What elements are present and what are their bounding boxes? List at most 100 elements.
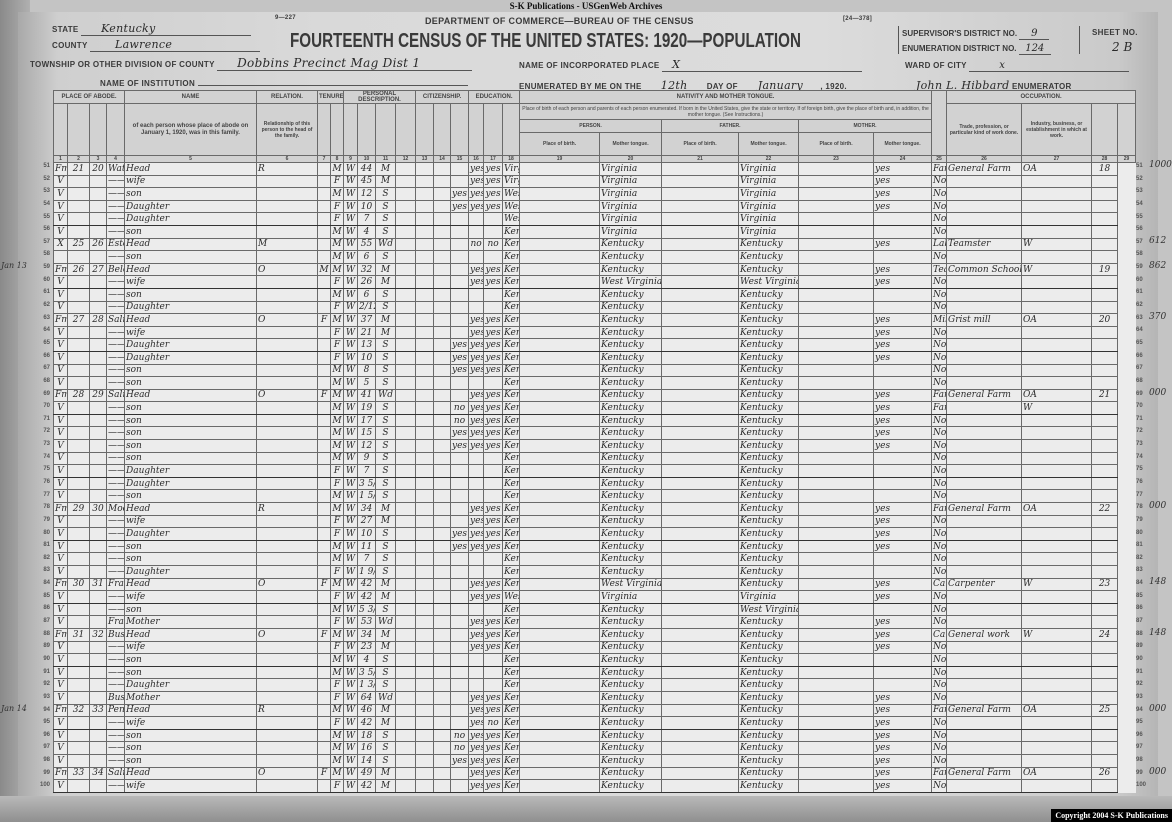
census-table: PLACE OF ABODE. NAME RELATION. TENURE. P… [53, 90, 1137, 793]
cell-person-birthplace [519, 565, 601, 579]
cell-mother-tongue: yes [873, 716, 933, 730]
cell-naturalization-year [450, 779, 470, 793]
cell-naturalization-year: no [450, 401, 470, 415]
cell-race: 42 [357, 590, 376, 604]
cell-dwelling-number [89, 451, 107, 466]
cell-speaks-english: Farm Laborer [931, 401, 948, 415]
cell-name: son [124, 552, 257, 566]
cell-mother-tongue: yes [873, 413, 933, 428]
cell-house-number [67, 199, 90, 214]
cell-person-tongue: Kentucky [599, 325, 663, 340]
cell-occupation [946, 451, 1023, 466]
cell-attended-school: yes [468, 615, 485, 629]
line-number: 73 [1136, 441, 1143, 448]
cell-occupation [946, 741, 1023, 755]
cell-dwelling-number [89, 413, 107, 428]
cell-mother-birthplace [798, 653, 875, 667]
cell-age: S [375, 426, 396, 441]
cell-naturalized [433, 552, 452, 566]
cell-house-number [67, 325, 90, 340]
cell-father-birthplace [661, 413, 740, 428]
cell-house-number: 21 [67, 162, 90, 176]
cell-age: Wd [375, 615, 396, 629]
cell-dwelling-number [89, 716, 107, 730]
cell-person-tongue: Virginia [599, 174, 663, 189]
table-row: V—— MarywifeFW23MyesyesKentuckyKentuckyK… [53, 640, 1136, 655]
cell-tenure: F [317, 766, 331, 781]
cell-name: Daughter [124, 199, 257, 214]
cell-can-write: Kentucky [502, 653, 521, 667]
cell-speaks-english: None [931, 690, 948, 705]
column-number: 2 [67, 155, 90, 163]
cell-relation [256, 665, 318, 680]
cell-marital-status [394, 514, 417, 529]
cell-can-read: no [483, 716, 504, 730]
cell-father-tongue: Kentucky [738, 451, 800, 466]
cell-race: 1 3/12 [357, 678, 376, 692]
cell-name: Daughter [124, 678, 257, 692]
cell-dwelling-number [89, 615, 107, 629]
enum-district-value: 124 [1018, 43, 1051, 55]
cell-sex: W [343, 413, 358, 428]
cell-mother-tongue [873, 552, 933, 566]
cell-occupation [946, 174, 1023, 189]
cell-relation [256, 413, 318, 428]
cell-house-number: 27 [67, 313, 90, 327]
margin-note: 1000 [1149, 160, 1172, 170]
cell-dwelling-number [89, 489, 107, 504]
cell-sex: W [343, 690, 358, 705]
cell-naturalization-year [450, 653, 470, 667]
cell-mortgage: M [330, 753, 344, 768]
cell-street: V [53, 489, 68, 504]
line-number: 88 [43, 630, 50, 637]
cell-speaks-english: None [931, 212, 948, 226]
cell-sex: W [343, 199, 358, 214]
cell-person-birthplace [519, 287, 601, 302]
cell-person-tongue: Virginia [599, 162, 663, 176]
cell-relation [256, 363, 318, 378]
cell-person-tongue: Virginia [599, 224, 663, 239]
cell-father-tongue: Kentucky [738, 552, 800, 566]
cell-can-read: yes [483, 590, 504, 604]
cell-naturalization-year [450, 451, 470, 466]
cell-mother-tongue: yes [873, 401, 933, 415]
cell-speaks-english: Farmer [931, 162, 948, 176]
cell-class-of-worker [1091, 615, 1119, 629]
table-row: Fm2627Belcher, Don C.HeadOMMW32MyesyesKe… [53, 262, 1136, 277]
cell-mother-birthplace [798, 350, 875, 365]
cell-father-birthplace [661, 665, 740, 680]
cell-house-number [67, 489, 90, 504]
cell-marital-status [394, 766, 417, 781]
cell-marital-status [394, 275, 417, 289]
cell-naturalized [433, 187, 452, 201]
cell-house-number [67, 464, 90, 478]
cell-can-read: yes [483, 690, 504, 705]
cell-marital-status [394, 640, 417, 655]
line-number: 55 [1136, 213, 1143, 220]
line-number: 76 [43, 479, 50, 485]
cell-immigration-year [415, 665, 435, 680]
cell-family-number: Franklin, Herbert [106, 577, 125, 592]
cell-street: V [53, 728, 68, 743]
cell-occupation: General Farm [946, 502, 1023, 516]
cell-mother-birthplace [798, 224, 875, 239]
cell-mother-tongue: yes [873, 199, 933, 214]
cell-street: V [53, 300, 68, 315]
cell-immigration-year [415, 527, 435, 541]
line-number: 71 [1136, 415, 1143, 422]
line-number: 80 [43, 529, 50, 536]
cell-mother-birthplace [798, 388, 875, 403]
cell-tenure [317, 552, 331, 566]
cell-immigration-year [415, 212, 435, 226]
cell-name: son [124, 539, 257, 554]
cell-industry: OA [1021, 703, 1093, 718]
cell-attended-school: yes [468, 716, 485, 730]
cell-race: 6 [357, 287, 376, 302]
cell-naturalized [433, 716, 452, 730]
cell-mother-tongue: yes [873, 262, 933, 277]
cell-relation [256, 690, 318, 705]
margin-note: 000 [1149, 501, 1167, 512]
cell-mother-tongue: yes [873, 539, 933, 554]
cell-occupation [946, 615, 1023, 629]
